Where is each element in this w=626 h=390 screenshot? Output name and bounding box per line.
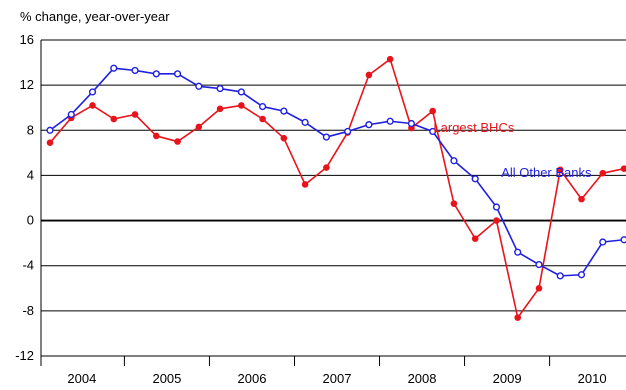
y-tick-label: 12 xyxy=(20,77,34,92)
data-point xyxy=(450,157,458,165)
data-point xyxy=(599,238,607,246)
y-tick-label: 0 xyxy=(27,213,34,228)
data-point xyxy=(386,117,394,125)
y-tick-label: 8 xyxy=(27,122,34,137)
y-tick-label: 16 xyxy=(20,32,34,47)
x-tick-label: 2008 xyxy=(408,371,437,386)
data-point xyxy=(322,133,330,141)
data-point xyxy=(578,195,585,203)
data-point xyxy=(429,107,436,115)
data-point xyxy=(237,88,245,96)
x-tick-label: 2010 xyxy=(578,371,607,386)
x-tick-labels: 2004 2005 2006 2007 2008 2009 2010 xyxy=(67,371,606,386)
series-line xyxy=(49,67,625,277)
data-point xyxy=(493,217,500,224)
x-tick-label: 2007 xyxy=(323,371,352,386)
series-annotation: All Other Banks xyxy=(501,165,592,180)
data-point xyxy=(238,102,245,109)
series-1 xyxy=(46,64,626,280)
data-point xyxy=(195,82,203,90)
data-point xyxy=(514,248,522,256)
series-line xyxy=(49,58,625,319)
data-point xyxy=(492,203,501,211)
data-point xyxy=(365,121,373,129)
data-point xyxy=(110,64,118,72)
data-point xyxy=(174,138,181,145)
data-point xyxy=(152,70,160,78)
data-point xyxy=(259,102,267,111)
data-point xyxy=(577,271,586,279)
data-point xyxy=(323,164,330,171)
data-point xyxy=(110,115,118,123)
y-tick-label: -4 xyxy=(22,258,34,273)
series-0 xyxy=(46,55,626,321)
y-axis-title: % change, year-over-year xyxy=(20,9,170,24)
data-point xyxy=(620,165,626,172)
data-point xyxy=(259,115,266,123)
data-point xyxy=(216,84,224,93)
x-tick-label: 2004 xyxy=(67,371,96,386)
data-point xyxy=(153,132,160,140)
x-tick-label: 2005 xyxy=(152,371,181,386)
data-point xyxy=(599,169,607,177)
data-point xyxy=(89,102,96,109)
data-point xyxy=(429,127,437,136)
x-tick-label: 2006 xyxy=(238,371,267,386)
x-tick-label: 2009 xyxy=(493,371,522,386)
data-point xyxy=(471,235,479,242)
data-point xyxy=(556,166,564,174)
data-point xyxy=(131,66,139,75)
series-annotations: Largest BHCs All Other Banks xyxy=(433,120,592,180)
data-point xyxy=(514,314,522,321)
data-point xyxy=(535,284,543,292)
data-point xyxy=(88,88,97,96)
data-point xyxy=(620,236,626,244)
y-tick-label: 4 xyxy=(27,167,34,182)
grid-lines xyxy=(41,39,626,357)
data-point xyxy=(216,105,224,113)
data-point xyxy=(365,71,373,79)
data-point xyxy=(535,260,543,269)
data-point xyxy=(301,118,309,126)
data-point xyxy=(46,126,54,134)
data-point xyxy=(344,127,352,136)
y-tick-label: -12 xyxy=(15,348,34,363)
data-point xyxy=(471,175,479,183)
data-point xyxy=(195,123,203,131)
series-group xyxy=(46,55,626,321)
data-point xyxy=(450,200,458,207)
data-point xyxy=(280,107,288,115)
x-axis xyxy=(40,40,551,366)
series-annotation: Largest BHCs xyxy=(433,120,514,135)
data-point xyxy=(386,55,394,63)
y-tick-labels: 16 12 8 4 0 -4 -8 -12 xyxy=(15,32,34,363)
data-point xyxy=(131,111,139,118)
data-point xyxy=(67,110,75,119)
data-point xyxy=(301,181,309,188)
data-point xyxy=(173,70,182,78)
y-tick-label: -8 xyxy=(22,303,34,318)
data-point xyxy=(46,139,54,146)
data-point xyxy=(407,119,416,128)
data-point xyxy=(556,272,564,280)
data-point xyxy=(280,134,288,142)
